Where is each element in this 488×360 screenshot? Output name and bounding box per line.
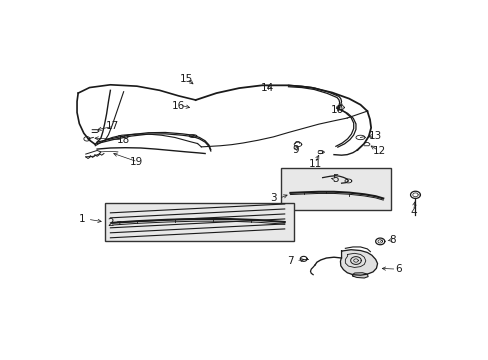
Text: 15: 15 xyxy=(179,74,192,84)
Text: 13: 13 xyxy=(368,131,382,141)
Text: 14: 14 xyxy=(261,82,274,93)
Text: 10: 10 xyxy=(330,105,344,115)
Text: 2: 2 xyxy=(107,219,114,228)
Text: 18: 18 xyxy=(117,135,130,145)
Bar xyxy=(104,203,294,242)
Polygon shape xyxy=(351,273,367,278)
Text: 17: 17 xyxy=(105,121,119,131)
Text: 1: 1 xyxy=(79,214,85,224)
Text: 8: 8 xyxy=(388,235,395,245)
Text: 9: 9 xyxy=(292,145,299,155)
Text: 6: 6 xyxy=(394,264,401,274)
Text: 16: 16 xyxy=(172,100,185,111)
Text: 11: 11 xyxy=(308,159,321,169)
Polygon shape xyxy=(340,250,377,275)
Text: 5: 5 xyxy=(332,174,339,184)
Text: 7: 7 xyxy=(286,256,293,266)
Bar xyxy=(280,168,390,210)
Text: 12: 12 xyxy=(372,146,386,156)
Text: 4: 4 xyxy=(409,207,416,217)
Text: 3: 3 xyxy=(269,193,276,203)
Text: 19: 19 xyxy=(130,157,143,167)
